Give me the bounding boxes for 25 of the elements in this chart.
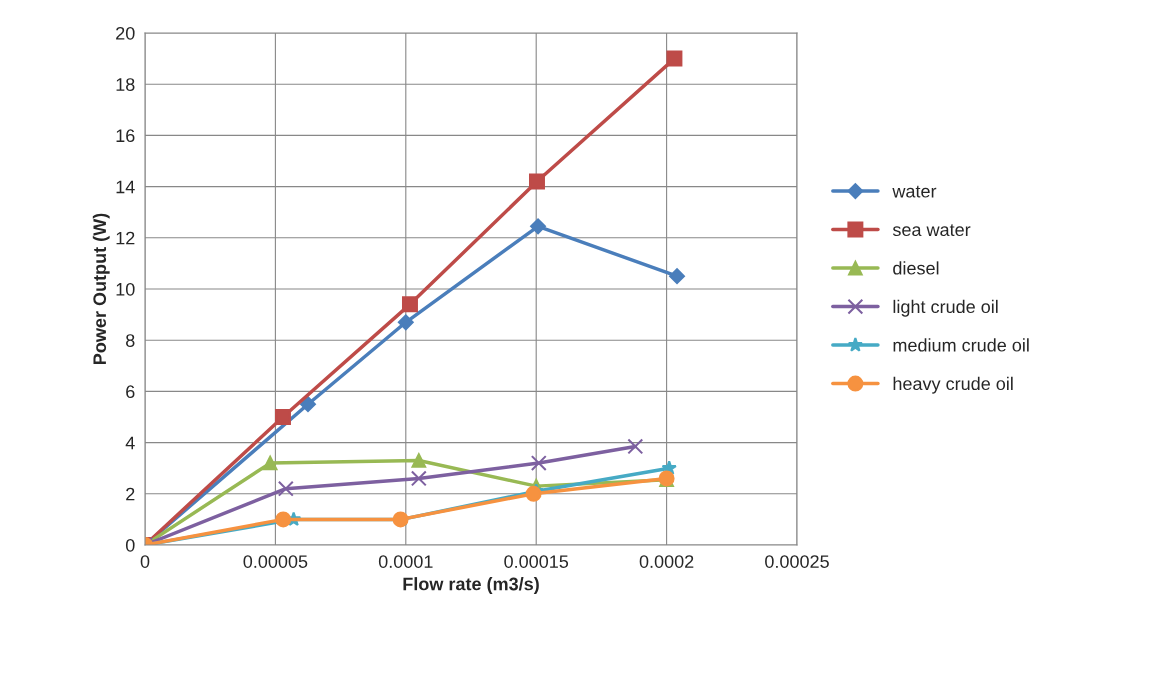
legend-label: sea water <box>892 224 971 237</box>
y-tick-label: 6 <box>126 385 135 399</box>
y-tick-label: 4 <box>125 436 135 450</box>
legend-label: medium crude oil <box>893 338 1029 352</box>
x-tick-label: 0.0002 <box>639 555 694 568</box>
x-tick-label: 0 <box>140 555 150 568</box>
y-tick-label: 18 <box>116 78 135 91</box>
y-tick-label: 16 <box>116 129 135 143</box>
y-axis-title: Power Output (W) <box>92 213 110 365</box>
y-tick-label: 14 <box>116 180 135 194</box>
y-tick-label: 0 <box>125 538 135 552</box>
y-tick-label: 12 <box>116 231 135 245</box>
legend-label: water <box>892 185 937 198</box>
x-tick-label: 0.00015 <box>504 555 569 568</box>
x-tick-label: 0.00025 <box>765 555 829 568</box>
y-tick-label: 20 <box>116 26 135 40</box>
legend-label: light crude oil <box>893 299 998 317</box>
x-tick-label: 0.0001 <box>378 555 433 568</box>
y-tick-label: 2 <box>126 487 135 501</box>
x-tick-label: 0.00005 <box>243 555 308 568</box>
y-tick-label: 8 <box>126 334 135 347</box>
legend-label: diesel <box>893 261 939 275</box>
x-axis-title: Flow rate (m3/s) <box>403 577 539 594</box>
legend-label: heavy crude oil <box>893 376 1013 394</box>
y-tick-label: 10 <box>116 282 135 296</box>
